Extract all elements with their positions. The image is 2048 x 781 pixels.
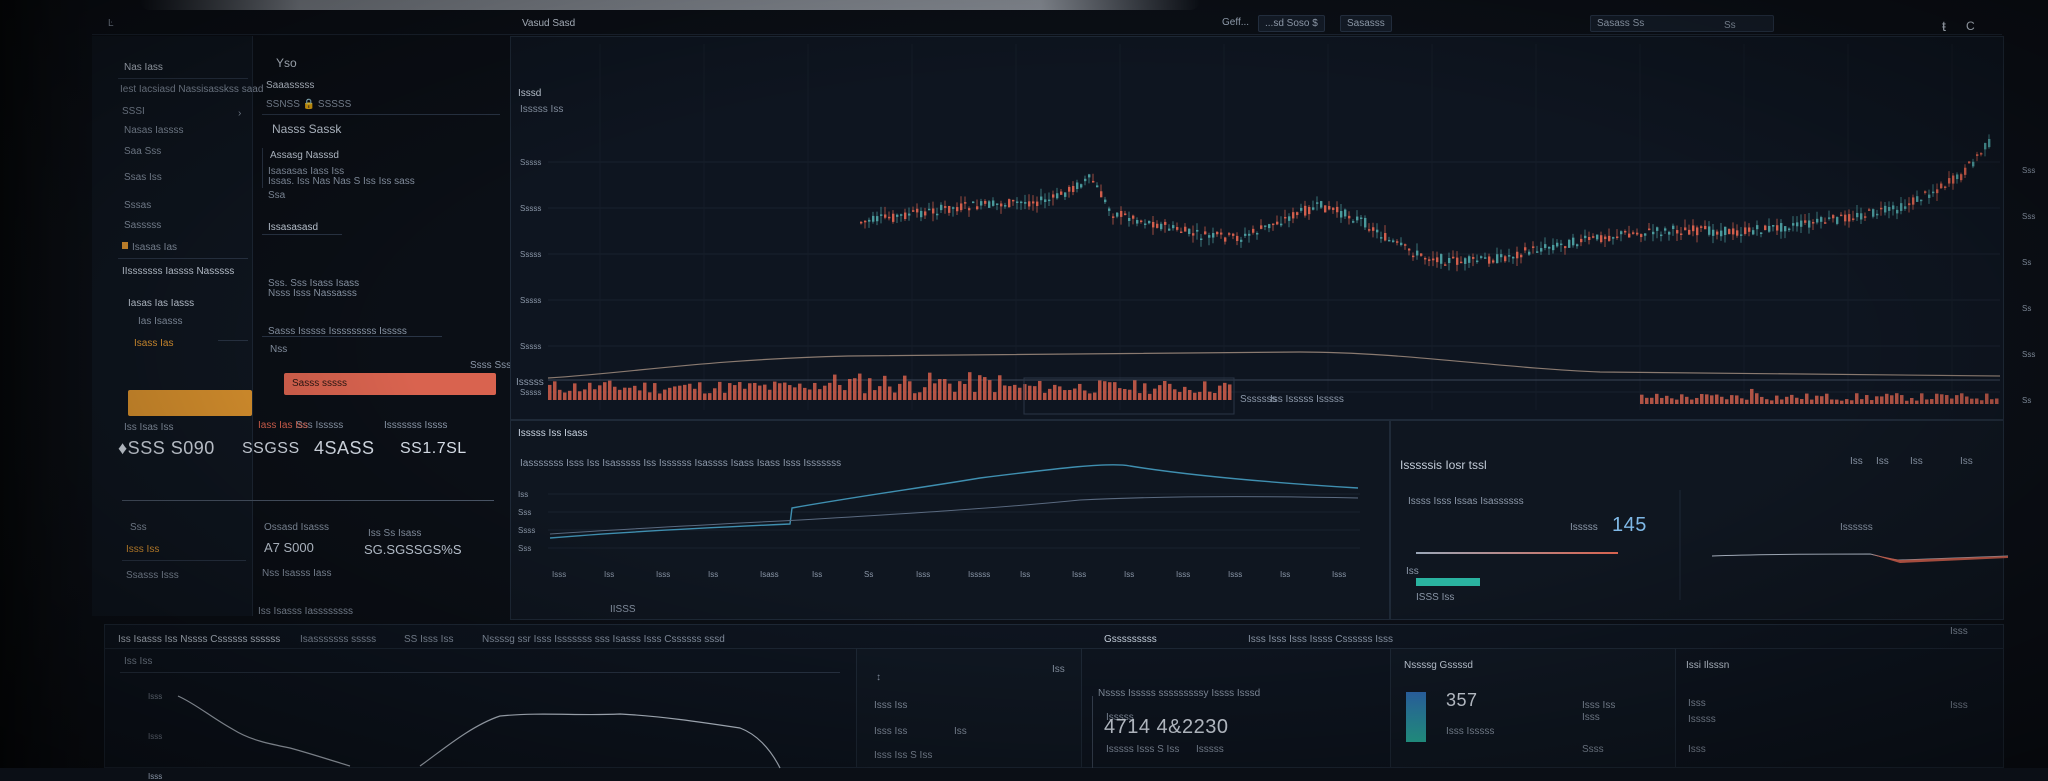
- right-list-item: Isss Iss: [1582, 700, 1616, 711]
- bottom-center-desc: Nssss Isssss sssssssssy Issss Isssd: [1098, 688, 1261, 699]
- right-list-item: Isss: [1582, 712, 1600, 723]
- right-list-item: Isss: [1950, 700, 1968, 711]
- bottom-center-sub: Isssss: [1196, 744, 1224, 755]
- bottom-mid-label: Iss: [954, 726, 967, 737]
- bottom-center-meta: Isss Isss Isss Issss Cssssss Isss: [1248, 634, 1394, 645]
- screen-glare: [140, 0, 1200, 10]
- bottom-series-line: [177, 695, 781, 769]
- bezel-shadow: [0, 0, 92, 768]
- side-item: Isss: [1688, 744, 1706, 755]
- bottom-mid-label: Isss Iss: [874, 700, 908, 711]
- bottom-right-title: Nssssg Gssssd: [1404, 660, 1473, 671]
- bottom-mid-tick: Iss: [1052, 664, 1065, 675]
- side-item: Isssss: [1688, 714, 1716, 725]
- gauge-bar: [1406, 692, 1426, 742]
- divider: [1092, 696, 1093, 768]
- bottom-center-value: 4714 4&2230: [1104, 716, 1229, 738]
- bottom-center-title: Gsssssssss: [1104, 634, 1157, 645]
- bottom-mid-label: Isss Iss: [874, 726, 908, 737]
- bottom-center-sub: Isssss Isss S Iss: [1106, 744, 1180, 755]
- bottom-right-sub: Isss Isssss: [1446, 726, 1495, 737]
- expand-icon[interactable]: ↕: [876, 672, 881, 683]
- right-list-item: Isss: [1950, 626, 1968, 637]
- right-list-item: Ssss: [1582, 744, 1604, 755]
- side-item: Isss: [1688, 698, 1706, 709]
- y-tick-label: Isss: [148, 772, 163, 781]
- side-title: Issi Ilsssn: [1686, 660, 1730, 671]
- bottom-right-value: 357: [1446, 690, 1478, 710]
- bottom-mid-label: Isss Iss S Iss: [874, 750, 933, 761]
